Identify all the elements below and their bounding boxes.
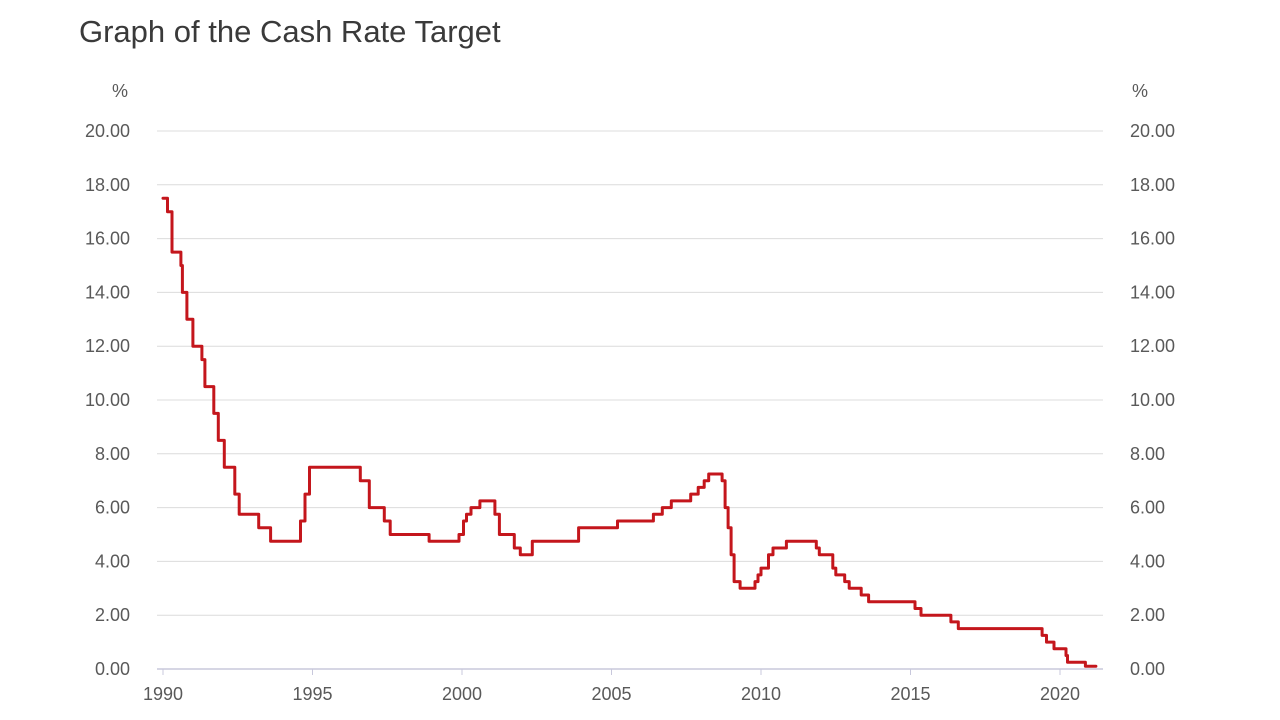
y-tick-left-4: 8.00: [95, 444, 130, 464]
grid-lines: [157, 130, 1103, 616]
x-tick-3: 2005: [591, 684, 631, 704]
y-tick-right-8: 16.00: [1130, 229, 1175, 249]
y-axis-left: 0.00 2.00 4.00 6.00 8.00 10.00 12.00 14.00 16.00…: [85, 121, 130, 679]
y-tick-right-4: 8.00: [1130, 444, 1165, 464]
y-unit-left: %: [112, 81, 128, 101]
y-tick-right-3: 6.00: [1130, 498, 1165, 518]
x-tick-1: 1995: [292, 684, 332, 704]
x-tick-5: 2015: [890, 684, 930, 704]
x-tick-6: 2020: [1040, 684, 1080, 704]
x-tick-0: 1990: [143, 684, 183, 704]
y-tick-right-1: 2.00: [1130, 605, 1165, 625]
y-tick-left-10: 20.00: [85, 121, 130, 141]
y-unit-right: %: [1132, 81, 1148, 101]
chart-title: Graph of the Cash Rate Target: [79, 14, 501, 49]
y-tick-right-10: 20.00: [1130, 121, 1175, 141]
y-tick-left-6: 12.00: [85, 336, 130, 356]
y-tick-left-5: 10.00: [85, 390, 130, 410]
y-tick-right-7: 14.00: [1130, 282, 1175, 302]
x-tick-4: 2010: [741, 684, 781, 704]
y-tick-right-9: 18.00: [1130, 175, 1175, 195]
y-tick-left-0: 0.00: [95, 659, 130, 679]
y-tick-right-5: 10.00: [1130, 390, 1175, 410]
y-tick-left-8: 16.00: [85, 229, 130, 249]
y-axis-right: 0.00 2.00 4.00 6.00 8.00 10.00 12.00 14.00 16.00…: [1130, 121, 1175, 679]
x-tick-2: 2000: [442, 684, 482, 704]
x-axis: 1990 1995 2000 2005 2010 2015 2020: [143, 668, 1103, 704]
series-layer: [161, 196, 1098, 668]
y-tick-left-3: 6.00: [95, 498, 130, 518]
y-tick-right-6: 12.00: [1130, 336, 1175, 356]
y-tick-right-2: 4.00: [1130, 551, 1165, 571]
y-tick-left-7: 14.00: [85, 282, 130, 302]
y-tick-left-1: 2.00: [95, 605, 130, 625]
y-tick-right-0: 0.00: [1130, 659, 1165, 679]
y-tick-left-9: 18.00: [85, 175, 130, 195]
y-tick-left-2: 4.00: [95, 551, 130, 571]
series-line-0: [161, 196, 1098, 668]
